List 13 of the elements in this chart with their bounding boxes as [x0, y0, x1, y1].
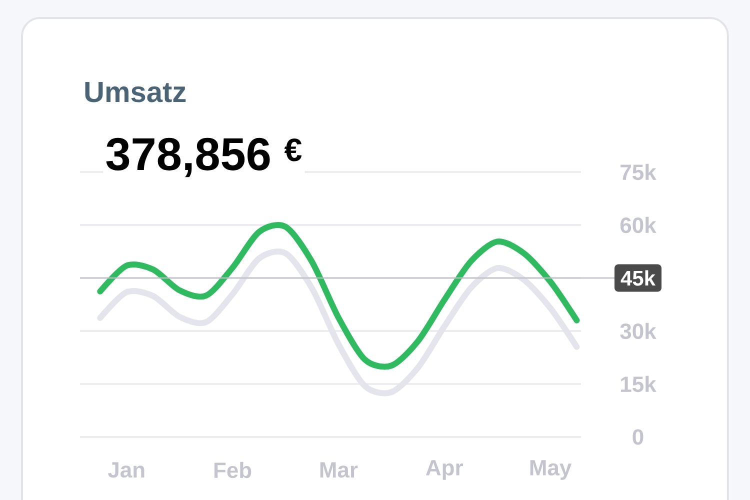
y-tick-label: 60k [620, 216, 656, 234]
x-tick-label: Feb [214, 462, 252, 478]
x-tick-label: Mar [320, 462, 358, 478]
x-tick-label: May [530, 460, 572, 480]
x-tick-label: Apr [426, 460, 463, 480]
y-tick-label: 0 [632, 429, 644, 445]
ref-line-label: 45k [620, 270, 656, 286]
x-tick-label: Jan [108, 462, 144, 478]
y-tick-label: 75k [620, 164, 656, 180]
y-tick-label: 15k [621, 376, 656, 392]
chart-subtitle: 378,856 $^{€}$ [106, 138, 302, 178]
chart-title: Umsatz [85, 82, 186, 102]
y-tick-label: 30k [620, 322, 656, 340]
